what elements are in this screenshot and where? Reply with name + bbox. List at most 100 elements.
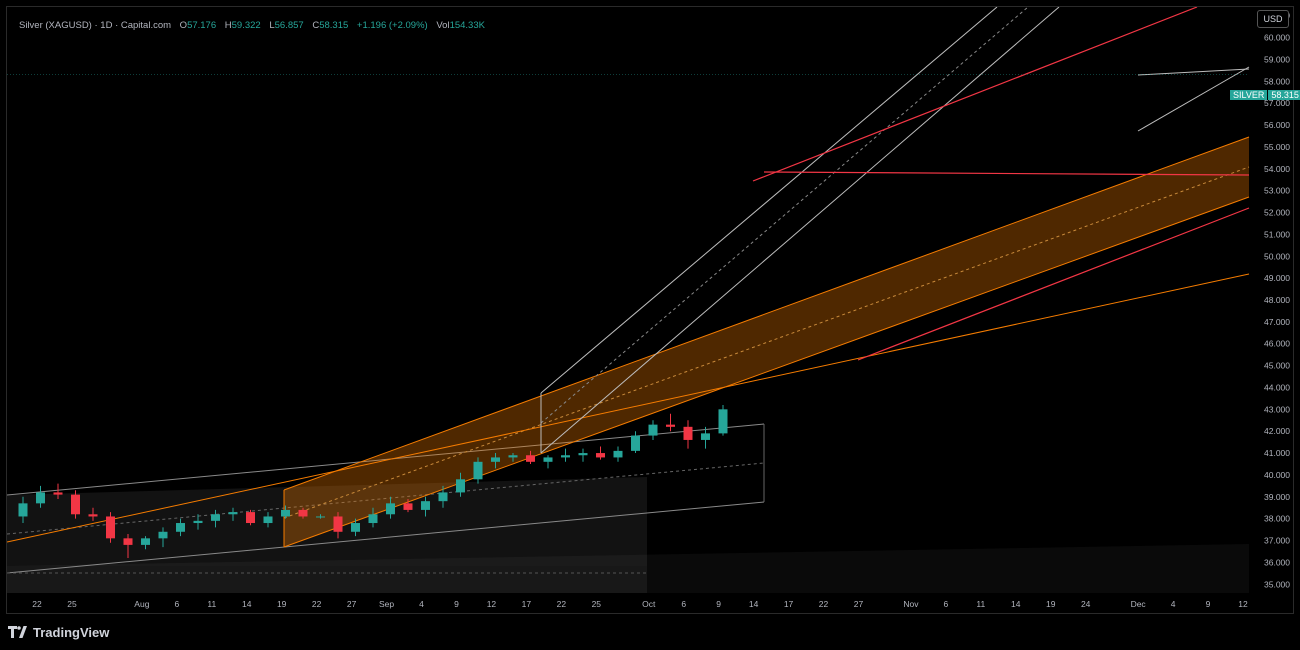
candle <box>631 431 640 454</box>
candle-body <box>106 516 115 539</box>
y-tick-label: 37.000 <box>1264 536 1290 546</box>
candle-body <box>666 424 675 427</box>
candle-body <box>53 492 63 495</box>
y-tick-label: 58.000 <box>1264 76 1290 86</box>
candle-body <box>193 520 203 524</box>
candle-body <box>526 455 535 462</box>
x-tick-label: 14 <box>749 599 759 609</box>
low-label: L <box>269 20 275 31</box>
candle-body <box>36 492 45 504</box>
x-tick-label: 22 <box>312 599 322 609</box>
x-tick-label: 24 <box>1081 599 1091 609</box>
candle <box>193 514 203 530</box>
close-label: C <box>312 20 320 31</box>
candle <box>596 446 605 460</box>
candle <box>491 453 500 469</box>
white-channel-bottom <box>540 7 1060 454</box>
high-label: H <box>224 20 232 31</box>
candle-body <box>158 531 168 539</box>
x-tick-label: 25 <box>592 599 602 609</box>
x-tick-label: 27 <box>854 599 864 609</box>
candle-body <box>263 516 273 524</box>
red-support-rising <box>857 207 1250 361</box>
x-tick-label: 22 <box>819 599 829 609</box>
low-value: 56.857 <box>274 20 304 31</box>
candle <box>438 485 448 508</box>
y-tick-label: 47.000 <box>1264 317 1290 327</box>
candle <box>421 496 430 517</box>
y-tick-label: 54.000 <box>1264 164 1290 174</box>
y-tick-label: 59.000 <box>1264 54 1290 64</box>
candle-body <box>298 509 308 517</box>
candle-body <box>351 523 360 532</box>
candle-body <box>88 514 98 517</box>
y-tick-label: 39.000 <box>1264 492 1290 502</box>
candle <box>508 453 518 462</box>
candle <box>473 457 483 484</box>
candle-body <box>718 409 728 434</box>
x-tick-label: 25 <box>67 599 77 609</box>
currency-button[interactable]: USD <box>1257 10 1289 28</box>
candle <box>613 446 623 462</box>
candle <box>141 536 150 550</box>
candle-body <box>316 516 325 518</box>
candle <box>316 514 325 519</box>
white-channel-top <box>540 7 998 394</box>
y-tick-label: 50.000 <box>1264 251 1290 261</box>
price-chart[interactable]: 35.000 36.000 37.000 38.000 39.000 40.000 41.0… <box>7 7 1293 613</box>
candle-body <box>123 538 133 545</box>
x-tick-label: 17 <box>522 599 532 609</box>
grey-channel-bottom <box>7 501 765 574</box>
y-tick-label: 38.000 <box>1264 514 1290 524</box>
y-tick-label: 51.000 <box>1264 229 1290 239</box>
candle <box>456 472 465 497</box>
candle <box>123 533 133 559</box>
tradingview-brand: TradingView <box>33 624 110 640</box>
red-horizontal-level <box>763 171 1250 176</box>
candle-body <box>543 457 553 462</box>
chart-frame: 35.000 36.000 37.000 38.000 39.000 40.000 41.0… <box>6 6 1300 614</box>
x-tick-label: Aug <box>134 599 149 609</box>
x-tick-label: 6 <box>944 599 949 609</box>
price-tag-symbol: SILVER <box>1230 90 1268 100</box>
candle-body <box>613 450 623 458</box>
candle <box>333 512 343 539</box>
y-tick-label: 46.000 <box>1264 339 1290 349</box>
candle-body <box>71 494 80 515</box>
x-tick-label: 6 <box>174 599 179 609</box>
candle-body <box>578 453 588 456</box>
candle-body <box>421 501 430 510</box>
candle <box>36 485 45 508</box>
orange-trendline <box>7 273 1250 543</box>
y-tick-label: 43.000 <box>1264 404 1290 414</box>
candle-body <box>438 492 448 502</box>
footer: TradingView <box>8 620 109 644</box>
symbol-legend: Silver (XAGUSD) · 1D · Capital.com O57.1… <box>19 20 485 31</box>
candle-body <box>368 514 378 524</box>
candle <box>718 404 728 436</box>
candle-body <box>211 514 220 521</box>
y-tick-label: 55.000 <box>1264 142 1290 152</box>
y-tick-label: 45.000 <box>1264 361 1290 371</box>
x-tick-label: 11 <box>207 599 216 609</box>
candle <box>578 448 588 462</box>
x-tick-label: 9 <box>1206 599 1211 609</box>
x-tick-label: 22 <box>32 599 42 609</box>
candle-body <box>491 457 500 462</box>
x-tick-label: 4 <box>1171 599 1176 609</box>
open-value: 57.176 <box>187 20 217 31</box>
candle <box>106 512 115 543</box>
candle-body <box>386 503 395 515</box>
x-tick-label: 19 <box>1046 599 1056 609</box>
volume-value: 154.33K <box>449 20 485 31</box>
pennant-bottom <box>1137 66 1250 132</box>
orange-channel-fill <box>284 137 1249 547</box>
candle-body <box>281 509 290 517</box>
y-tick-label: 42.000 <box>1264 426 1290 436</box>
close-value: 58.315 <box>319 20 349 31</box>
candle <box>351 518 360 537</box>
candle-body <box>403 503 413 510</box>
candle <box>18 496 28 524</box>
candle <box>53 483 63 499</box>
candle-body <box>473 461 483 480</box>
